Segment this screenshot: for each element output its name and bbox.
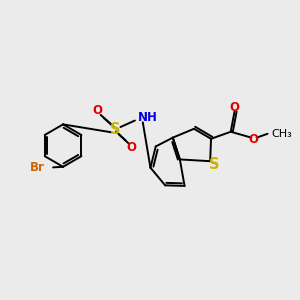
Text: Br: Br bbox=[30, 161, 45, 174]
Text: S: S bbox=[209, 157, 220, 172]
Text: O: O bbox=[92, 104, 103, 117]
Text: O: O bbox=[127, 141, 136, 154]
Text: O: O bbox=[230, 100, 240, 113]
Text: S: S bbox=[110, 122, 120, 137]
Text: O: O bbox=[248, 133, 258, 146]
Text: NH: NH bbox=[137, 110, 158, 124]
Text: CH₃: CH₃ bbox=[271, 129, 292, 139]
